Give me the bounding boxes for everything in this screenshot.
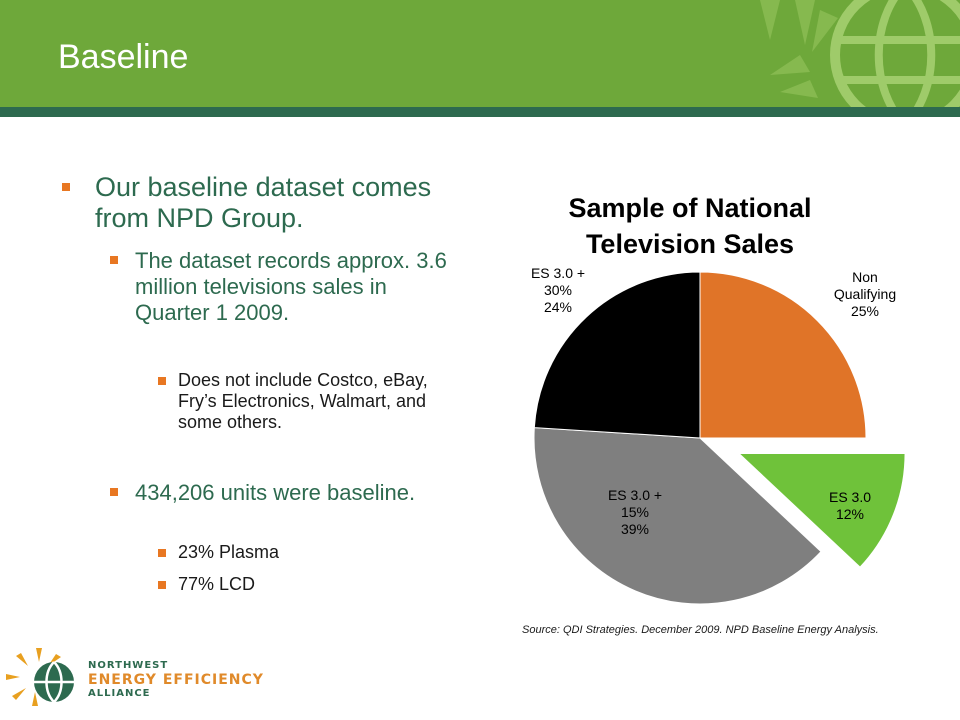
pie-slice-es-3-0-30- [533, 271, 701, 439]
pie-chart: Non Qualifying 25% ES 3.0 12% ES 3.0 +15% 39% E… [531, 265, 906, 605]
source-note: Source: QDI Strategies. December 2009. N… [522, 624, 879, 636]
pie-label-es-3-0-30-: ES 3.0 +30% 24% [531, 265, 585, 315]
bullet-marker [62, 183, 70, 191]
header-rule [0, 107, 960, 117]
nwea-logo-icon [6, 648, 74, 706]
bullet-level3-exclusions: Does not include Costco, eBay, Fry’s Ele… [178, 370, 428, 432]
bullet-marker [110, 256, 118, 264]
logo-line-2: ENERGY EFFICIENCY [88, 672, 264, 688]
bullet-marker [158, 549, 166, 557]
logo-line-1: NORTHWEST [88, 660, 169, 671]
bullet-level2-dataset-records: The dataset records approx. 3.6 million … [135, 248, 447, 325]
nwea-logo-wordmark: NORTHWEST ENERGY EFFICIENCY ALLIANCE [88, 660, 264, 700]
pie-label-es-3-0-15-: ES 3.0 +15% 39% [608, 487, 662, 537]
bullet-marker [158, 581, 166, 589]
bullet-level3-plasma: 23% Plasma [178, 542, 280, 562]
pie-slice-es-3-0-15- [533, 427, 822, 605]
pie-slice-non-qualifying [699, 271, 867, 439]
bullet-level2-units-baseline: 434,206 units were baseline. [135, 480, 416, 505]
pie-label-non-qualifying: Non Qualifying 25% [834, 269, 896, 319]
bullet-marker [158, 377, 166, 385]
bullet-level1-dataset-source: Our baseline dataset comes from NPD Grou… [95, 172, 432, 233]
pie-slice-es-3-0 [737, 452, 906, 568]
bullet-marker [110, 488, 118, 496]
logo-line-3: ALLIANCE [88, 688, 151, 699]
sun-globe-graphic [760, 0, 960, 107]
pie-label-es-3-0: ES 3.0 12% [829, 489, 871, 522]
bullet-level3-lcd: 77% LCD [178, 574, 256, 594]
slide-title: Baseline [58, 38, 189, 76]
chart-title: Sample of National Television Sales [568, 193, 812, 259]
header-bar: Baseline [0, 0, 960, 107]
